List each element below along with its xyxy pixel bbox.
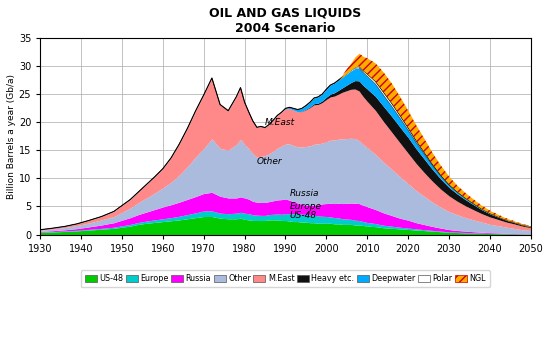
Title: OIL AND GAS LIQUIDS
2004 Scenario: OIL AND GAS LIQUIDS 2004 Scenario	[210, 7, 361, 35]
Legend: US-48, Europe, Russia, Other, M.East, Heavy etc., Deepwater, Polar, NGL: US-48, Europe, Russia, Other, M.East, He…	[81, 270, 490, 287]
Text: US-48: US-48	[289, 211, 317, 220]
Text: Russia: Russia	[289, 189, 319, 198]
Y-axis label: Billion Barrels a year (Gb/a): Billion Barrels a year (Gb/a)	[7, 74, 16, 198]
Text: Other: Other	[257, 157, 283, 166]
Text: M.East: M.East	[265, 118, 295, 127]
Text: Europe: Europe	[289, 202, 322, 211]
